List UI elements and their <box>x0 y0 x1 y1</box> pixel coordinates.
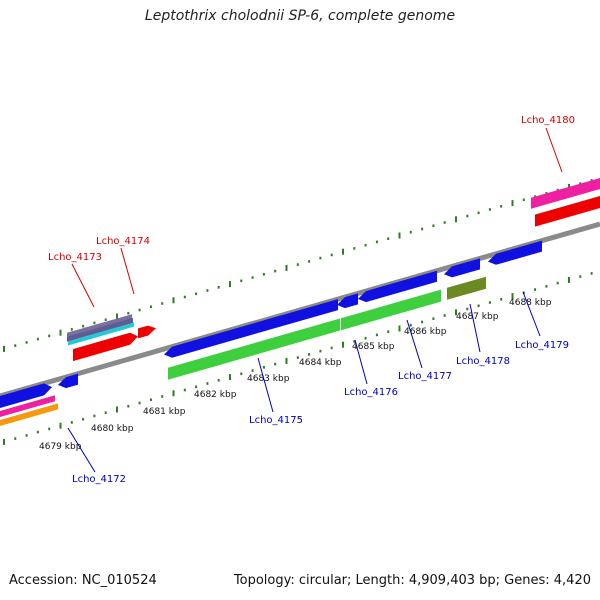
gene-label: Lcho_4172 <box>72 474 126 485</box>
label-leader-line <box>406 319 423 369</box>
gene-block-blue <box>488 240 542 265</box>
gene-block-blue <box>164 299 338 358</box>
scale-label: 4680 kbp <box>91 424 134 434</box>
gene-block-cyan <box>68 322 134 346</box>
gene-labels: Lcho_4180 Lcho_4174 Lcho_4173 Lcho_4172 Lcho… <box>48 115 575 485</box>
gene-block-orange <box>0 403 58 426</box>
gene-block-red <box>73 332 138 362</box>
scale-labels: 4679 kbp 4680 kbp 4681 kbp 4682 kbp 4683 kbp… <box>39 298 552 452</box>
gene-block-green <box>341 312 362 331</box>
gene-block-slate <box>67 317 133 342</box>
gene-block-magenta <box>0 395 55 417</box>
gene-block-green <box>362 289 441 325</box>
scale-label: 4686 kbp <box>404 327 447 337</box>
gene-label: Lcho_4174 <box>96 236 150 247</box>
scale-label: 4682 kbp <box>194 390 237 400</box>
label-leader-line <box>257 357 274 413</box>
label-leader-line <box>545 127 563 173</box>
scale-label: 4687 kbp <box>456 312 499 322</box>
label-leader-line <box>120 247 135 295</box>
genome-summary-text: Topology: circular; Length: 4,909,403 bp… <box>233 573 591 588</box>
gene-block-magenta <box>531 178 600 209</box>
gene-block-blue <box>358 270 437 303</box>
gene-block-red <box>138 325 156 339</box>
accession-text: Accession: NC_010524 <box>9 573 157 588</box>
scale-label: 4683 kbp <box>247 374 290 384</box>
gene-block-blue <box>58 373 78 389</box>
label-leader-line <box>71 263 95 308</box>
gene-label: Lcho_4176 <box>344 387 398 398</box>
gene-block-purple <box>67 314 132 338</box>
gene-block-blue <box>444 258 480 278</box>
gene-block-green <box>168 318 340 380</box>
scale-label: 4681 kbp <box>143 407 186 417</box>
scale-label: 4684 kbp <box>299 358 342 368</box>
gene-label: Lcho_4175 <box>249 415 303 426</box>
map-title: Leptothrix cholodnii SP-6, complete geno… <box>144 8 456 24</box>
gene-block-blue <box>337 293 358 309</box>
gene-label: Lcho_4180 <box>521 115 575 126</box>
gene-block-blue <box>0 383 52 408</box>
gene-label: Lcho_4178 <box>456 356 510 367</box>
gene-block-red <box>535 196 600 227</box>
gene-label: Lcho_4179 <box>515 340 569 351</box>
gene-label: Lcho_4177 <box>398 371 452 382</box>
gene-features <box>0 178 600 426</box>
label-leader-line <box>469 303 481 353</box>
label-leader-line <box>67 427 96 473</box>
label-leader-line <box>354 339 368 385</box>
gene-block-olive <box>447 276 486 300</box>
gene-label: Lcho_4173 <box>48 252 102 263</box>
scale-label: 4679 kbp <box>39 442 82 452</box>
scale-label: 4685 kbp <box>352 342 395 352</box>
scale-label: 4688 kbp <box>509 298 552 308</box>
label-leader-line <box>522 291 541 337</box>
